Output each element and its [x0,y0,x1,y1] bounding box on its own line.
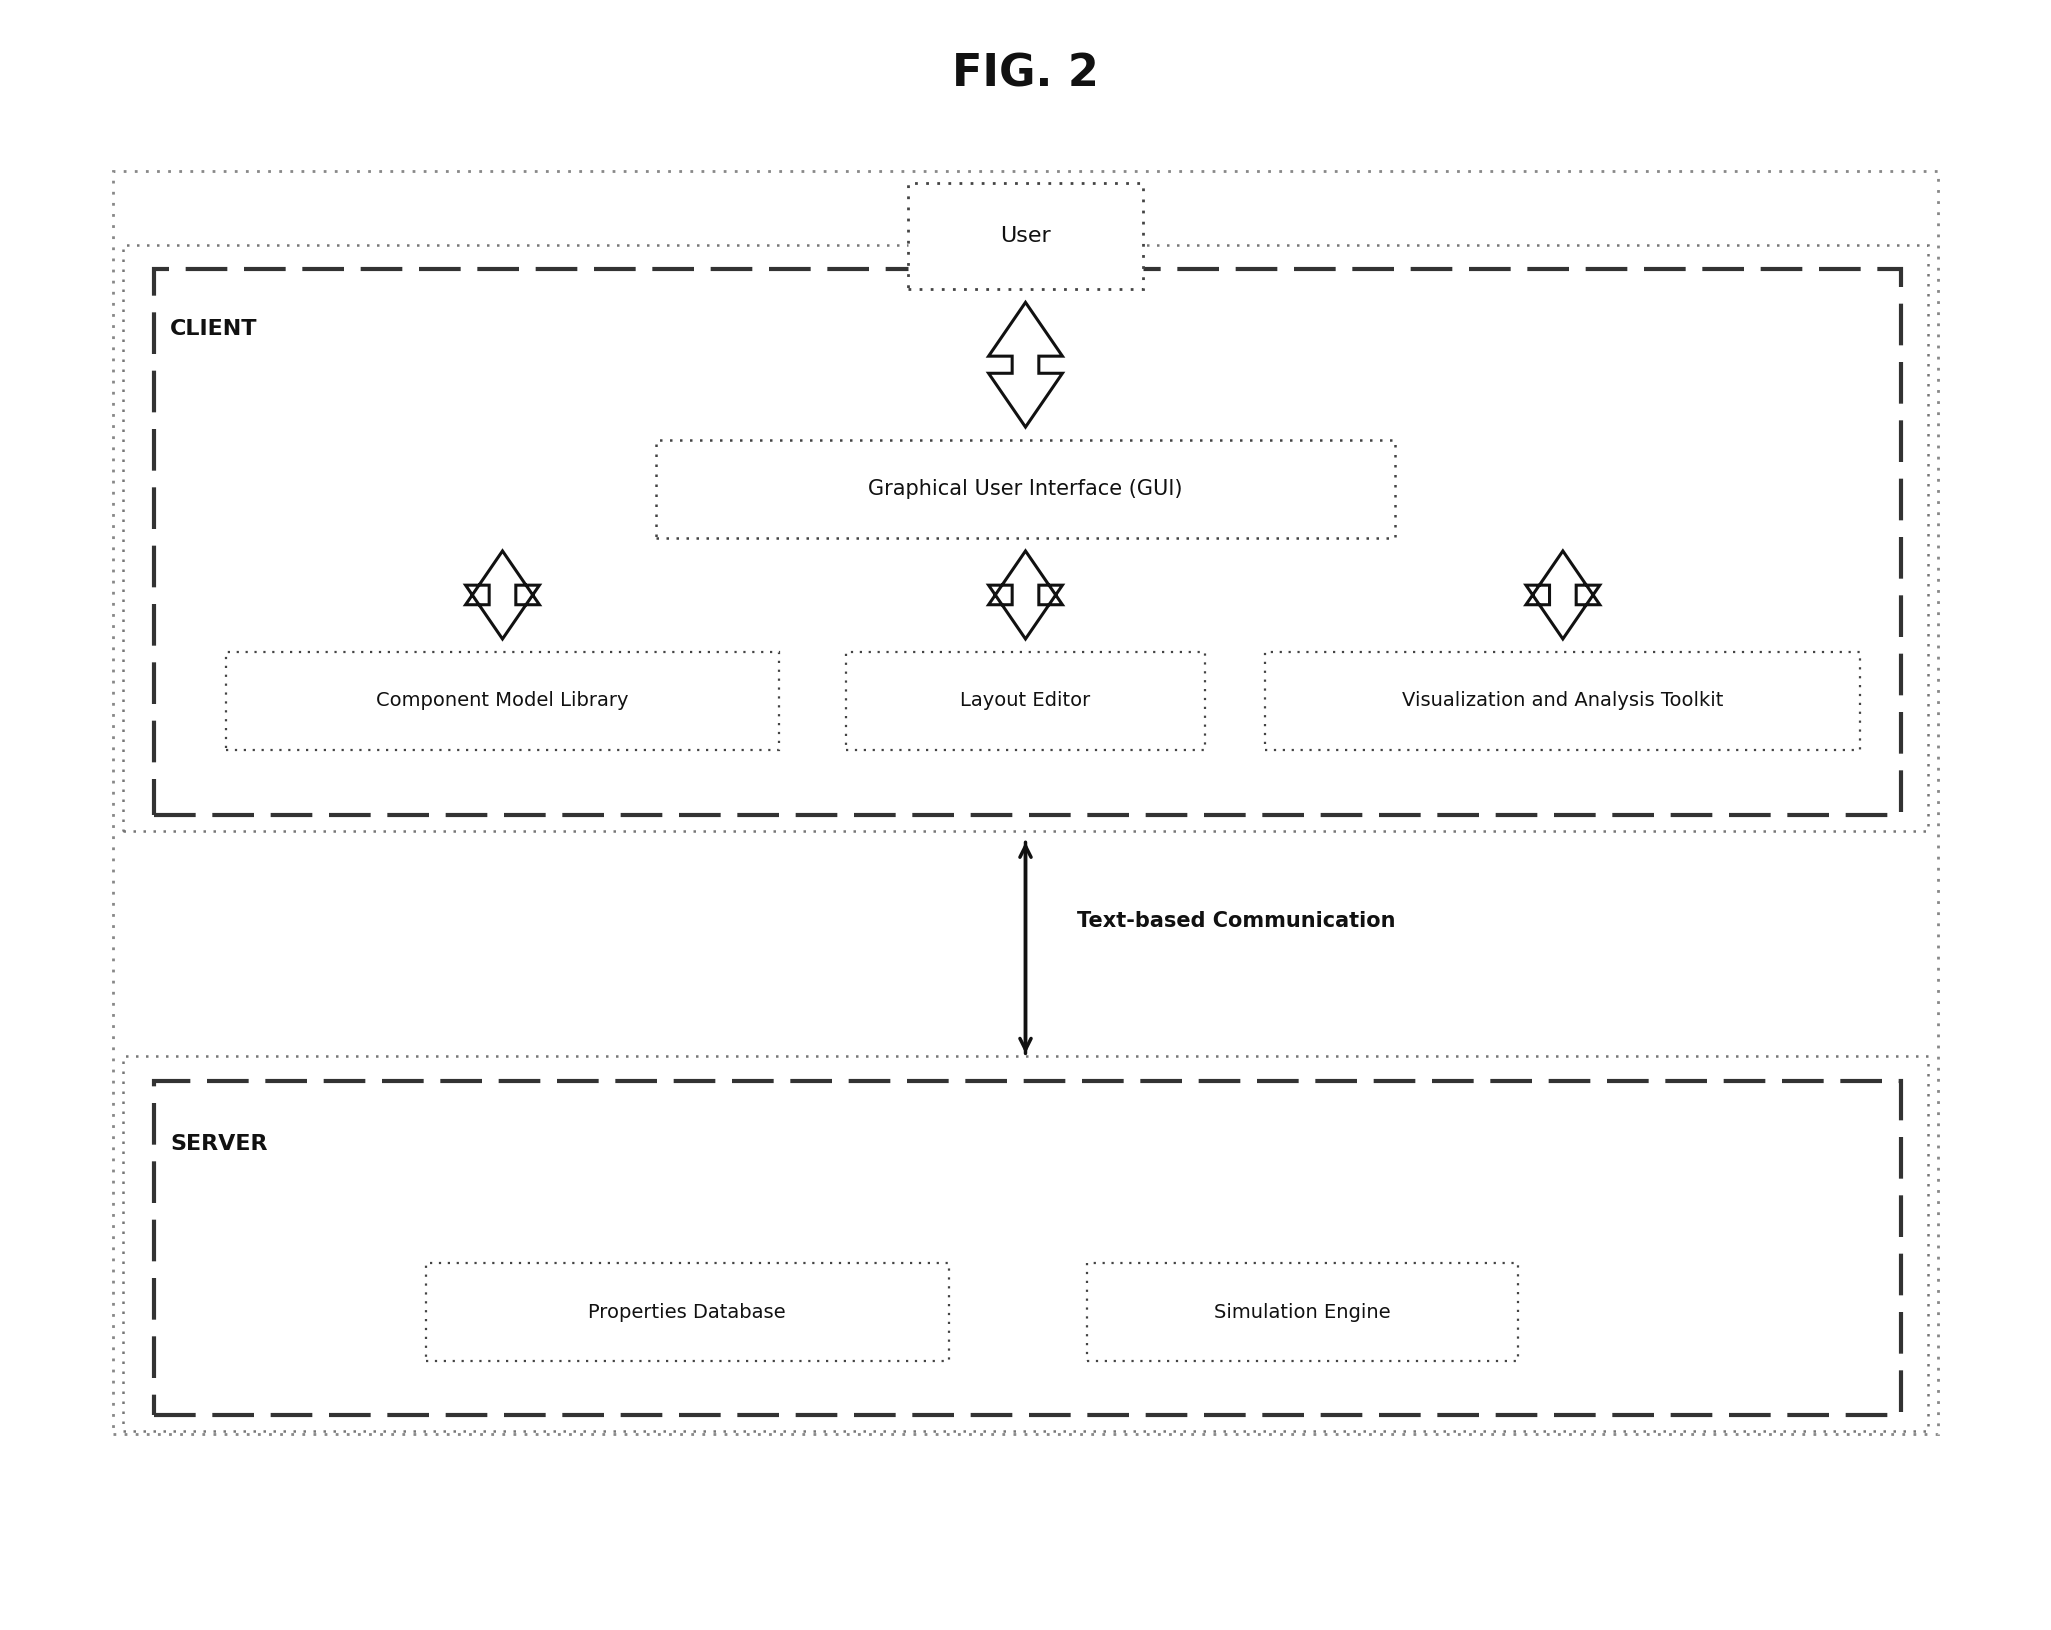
Bar [226,652,779,750]
Text: User: User [1001,227,1050,246]
Text: Visualization and Analysis Toolkit: Visualization and Analysis Toolkit [1403,691,1723,711]
Polygon shape [466,551,539,639]
Bar [1087,1263,1518,1361]
Text: FIG. 2: FIG. 2 [952,52,1099,95]
Bar [845,652,1204,750]
Bar [123,1056,1928,1431]
Bar [1265,652,1860,750]
Bar [154,269,1901,815]
Text: Layout Editor: Layout Editor [960,691,1091,711]
Bar [427,1263,948,1361]
Bar [154,1081,1901,1415]
Text: Simulation Engine: Simulation Engine [1214,1302,1391,1322]
Text: Component Model Library: Component Model Library [375,691,630,711]
Text: Properties Database: Properties Database [589,1302,786,1322]
Polygon shape [989,551,1062,639]
Bar [656,440,1395,538]
Text: SERVER: SERVER [170,1134,269,1154]
Polygon shape [1526,551,1600,639]
Text: CLIENT: CLIENT [170,319,258,339]
Bar [113,171,1938,1434]
Text: Text-based Communication: Text-based Communication [1077,911,1395,931]
Bar [123,244,1928,831]
Bar [907,184,1142,290]
Text: Graphical User Interface (GUI): Graphical User Interface (GUI) [868,479,1183,499]
Polygon shape [989,303,1062,427]
